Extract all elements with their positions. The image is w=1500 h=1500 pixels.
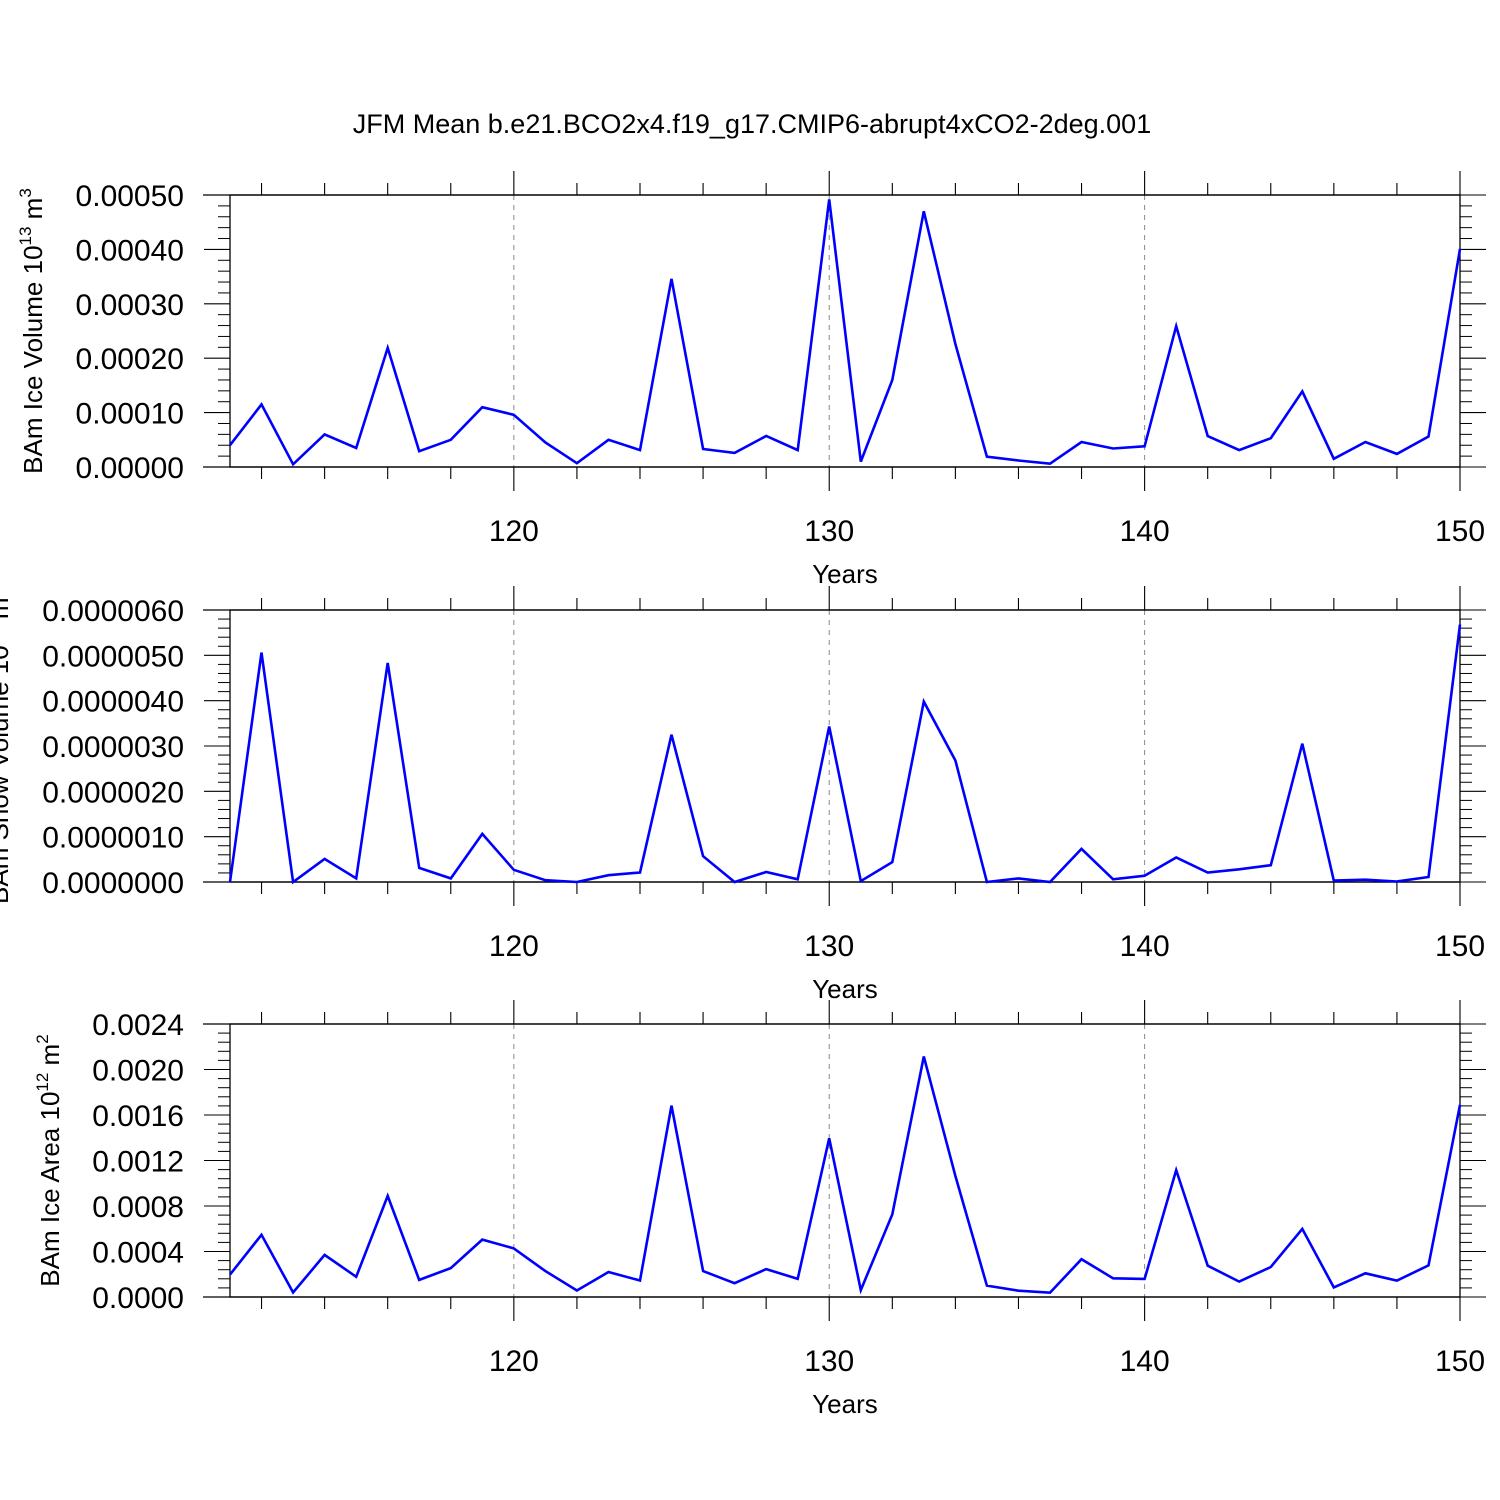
x-tick-label: 130	[804, 515, 854, 548]
chart-title: JFM Mean b.e21.BCO2x4.f19_g17.CMIP6-abru…	[353, 109, 1151, 139]
y-tick-label: 0.0024	[92, 1009, 184, 1042]
series-line	[228, 199, 1462, 467]
y-tick-label: 0.00000	[76, 452, 184, 485]
y-tick-label: 0.00020	[76, 343, 184, 376]
y-tick-label: 0.0020	[92, 1055, 184, 1088]
y-tick-label: 0.00010	[76, 398, 184, 431]
x-tick-label: 120	[489, 930, 539, 963]
y-tick-label: 0.0000	[92, 1282, 184, 1315]
y-tick-label: 0.0008	[92, 1191, 184, 1224]
x-tick-label: 150	[1435, 930, 1485, 963]
x-tick-label: 150	[1435, 515, 1485, 548]
x-axis-title: Years	[812, 559, 878, 589]
x-tick-label: 140	[1120, 515, 1170, 548]
y-tick-label: 0.00050	[76, 180, 184, 213]
y-tick-label: 0.0000020	[42, 776, 184, 809]
x-tick-label: 150	[1435, 1345, 1485, 1378]
y-axis-title: BAm Ice Area 1012 m2	[33, 1034, 65, 1286]
x-tick-label: 140	[1120, 1345, 1170, 1378]
x-axis-title: Years	[812, 1389, 878, 1419]
x-tick-label: 140	[1120, 930, 1170, 963]
series-line	[228, 1056, 1462, 1295]
y-tick-label: 0.0000010	[42, 822, 184, 855]
x-tick-label: 130	[804, 1345, 854, 1378]
chart-panel-3: 0.0000 0.0004 0.0008 0.0012 0.0016 0.0020 0.00…	[33, 1000, 1486, 1419]
chart-panel-2: 0.0000000 0.0000010 0.0000020 0.0000030 0.00…	[0, 586, 1486, 1004]
y-tick-label: 0.0016	[92, 1100, 184, 1133]
y-tick-label: 0.00030	[76, 289, 184, 322]
y-tick-label: 0.0000030	[42, 731, 184, 764]
y-tick-label: 0.0000060	[42, 595, 184, 628]
y-tick-label: 0.0000040	[42, 686, 184, 719]
y-axis-title: BAm Ice Volume 1013 m3	[16, 188, 48, 474]
x-axis-title: Years	[812, 974, 878, 1004]
y-axis-title: BAm Snow Volume 1013 m3	[0, 588, 14, 904]
x-tick-label: 130	[804, 930, 854, 963]
y-tick-label: 0.0012	[92, 1146, 184, 1179]
y-tick-label: 0.0000050	[42, 640, 184, 673]
chart-panel-1: 0.00000 0.00010 0.00020 0.00030 0.00040 0.000…	[16, 171, 1486, 589]
y-tick-label: 0.0004	[92, 1237, 184, 1270]
y-tick-label: 0.00040	[76, 234, 184, 267]
series-line	[228, 624, 1462, 885]
plot-frame	[229, 1023, 1461, 1298]
x-tick-label: 120	[489, 1345, 539, 1378]
y-tick-label: 0.0000000	[42, 867, 184, 900]
x-tick-label: 120	[489, 515, 539, 548]
